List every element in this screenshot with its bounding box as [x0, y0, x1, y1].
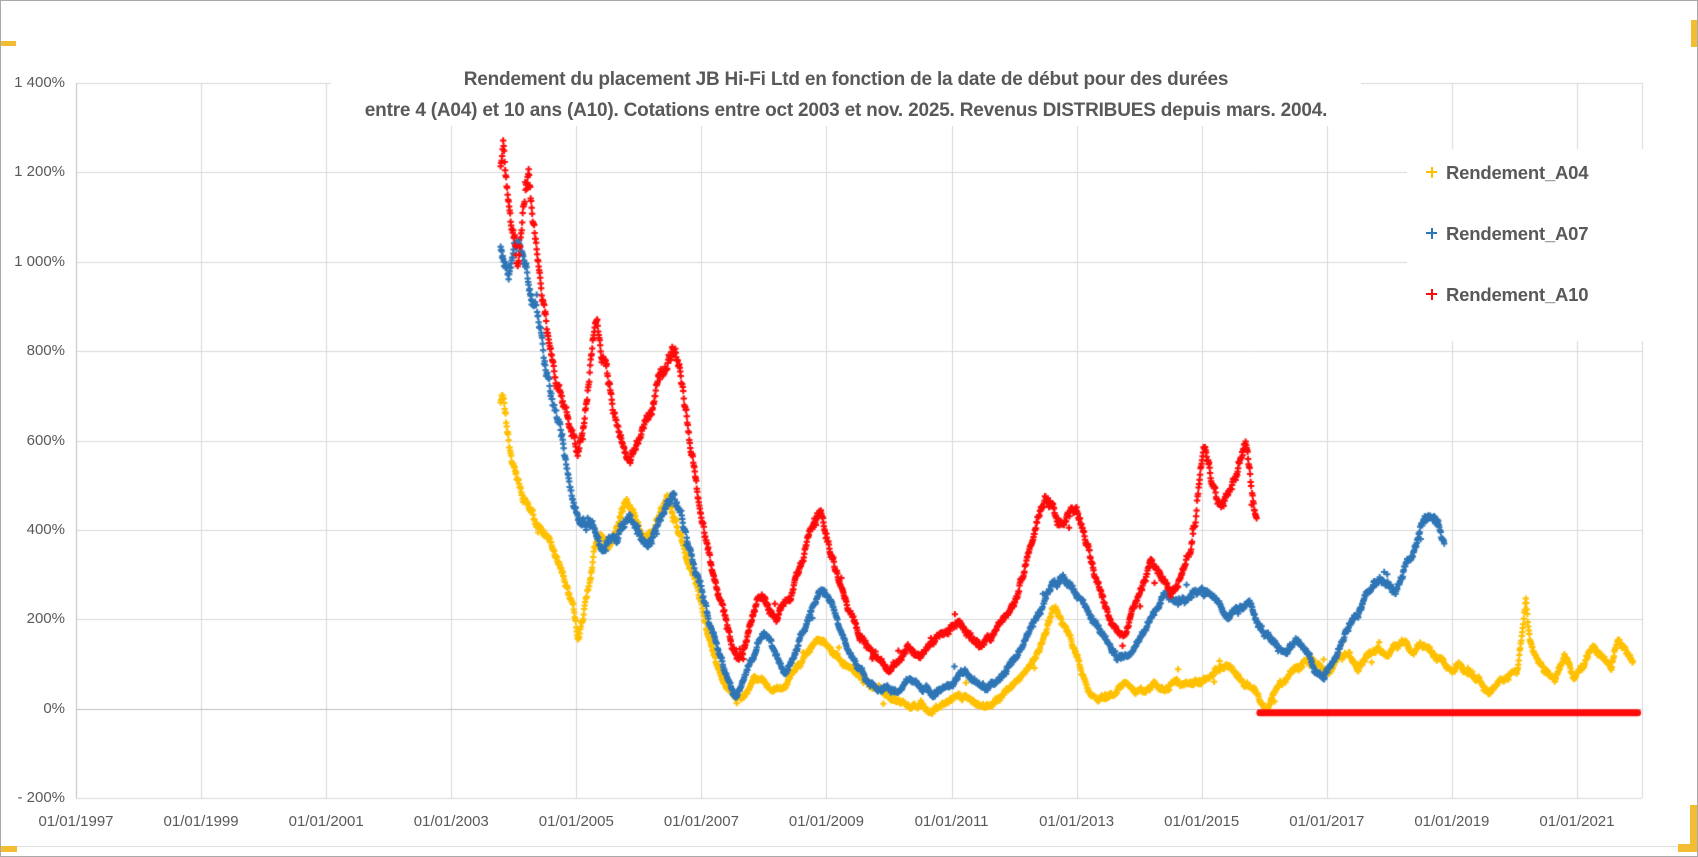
x-axis-label: 01/01/2015	[1164, 813, 1240, 830]
y-axis-label: 1 000%	[14, 252, 65, 270]
chart-legend: Rendement_A04 Rendement_A07 Rendement_A10	[1407, 149, 1661, 341]
y-axis-label: 1 400%	[14, 74, 65, 91]
selection-corner-top-right	[1691, 20, 1697, 47]
selection-corner-bottom-right-h	[1678, 844, 1697, 852]
y-axis-label: 0%	[43, 699, 65, 717]
legend-item-Rendement_A07: Rendement_A07	[1426, 222, 1589, 246]
y-axis-label: 600%	[26, 431, 65, 449]
x-axis-label: 01/01/1999	[163, 813, 239, 830]
selection-corner-bottom-left	[1, 846, 17, 852]
legend-label: Rendement_A10	[1446, 284, 1589, 305]
y-axis-label: 400%	[26, 520, 65, 538]
legend-plus-marker-icon	[1426, 227, 1437, 239]
x-axis-label: 01/01/2013	[1039, 813, 1115, 830]
y-axis-label: - 200%	[17, 789, 65, 806]
legend-item-Rendement_A10: Rendement_A10	[1426, 283, 1589, 307]
x-axis-label: 01/01/2011	[914, 813, 989, 830]
legend-label: Rendement_A04	[1446, 162, 1589, 183]
x-axis-label: 01/01/2001	[288, 813, 364, 830]
legend-label: Rendement_A07	[1446, 223, 1589, 244]
y-axis-label: 1 200%	[14, 163, 65, 181]
y-axis-label: 200%	[26, 610, 65, 628]
x-axis-label: 01/01/1997	[38, 813, 114, 830]
legend-item-Rendement_A04: Rendement_A04	[1426, 161, 1589, 185]
x-axis-label: 01/01/2019	[1414, 813, 1490, 830]
chart-title-line1: Rendement du placement JB Hi-Fi Ltd en f…	[463, 69, 1229, 90]
chart-title-line2: entre 4 (A04) et 10 ans (A10). Cotations…	[364, 100, 1328, 121]
x-axis-label: 01/01/2007	[663, 813, 739, 830]
chart-title: Rendement du placement JB Hi-Fi Ltd en f…	[331, 64, 1361, 126]
y-axis-label: 800%	[26, 342, 65, 360]
x-axis-label: 01/01/2005	[538, 813, 614, 830]
selection-corner-bottom-right-v	[1690, 805, 1697, 852]
x-axis-label: 01/01/2009	[788, 813, 864, 830]
legend-plus-marker-icon	[1426, 166, 1437, 178]
x-axis-label: 01/01/2003	[413, 813, 489, 830]
selection-corner-top-left	[1, 41, 16, 46]
x-axis-label: 01/01/2017	[1289, 813, 1365, 830]
sheet-row-divider	[1, 846, 1697, 847]
legend-plus-marker-icon	[1426, 288, 1437, 300]
x-axis-label: 01/01/2021	[1539, 813, 1615, 830]
